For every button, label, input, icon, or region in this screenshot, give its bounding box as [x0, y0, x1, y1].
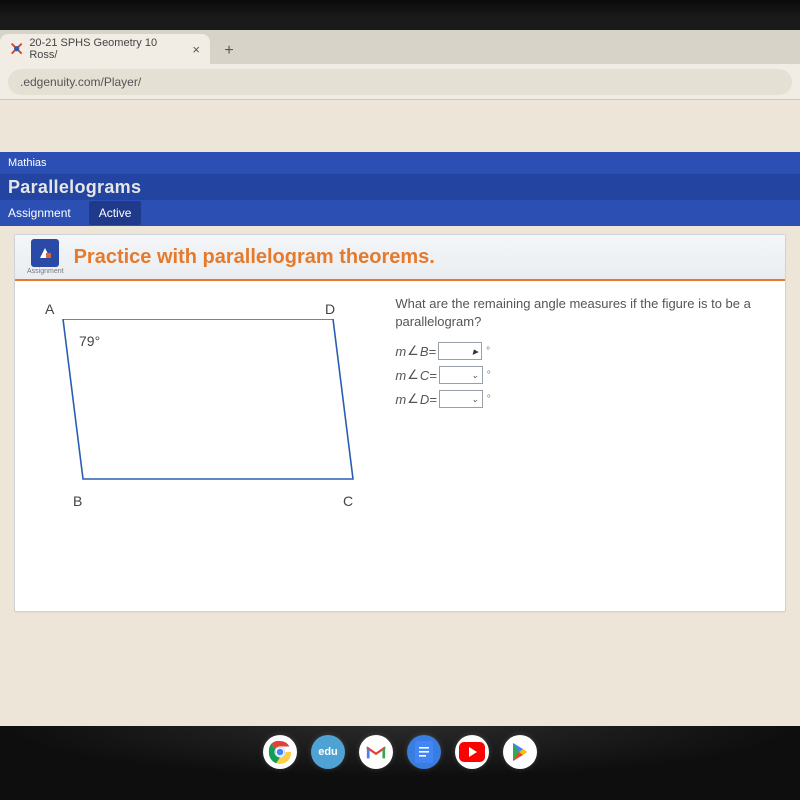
m-prefix: m — [395, 392, 406, 407]
angle-letter: B — [420, 344, 429, 359]
assignment-label: Assignment — [8, 206, 71, 220]
m-prefix: m — [395, 368, 406, 383]
angle-equation-row: m∠B = ▸ ° — [395, 342, 767, 360]
figure-panel: A D B C 79° — [33, 295, 385, 587]
angle-letter: C — [420, 368, 429, 383]
answer-input[interactable]: ▸ — [438, 342, 482, 360]
card-title: Practice with parallelogram theorems. — [74, 246, 435, 269]
chevron-down-icon: ⌄ — [471, 370, 479, 381]
degree-symbol: ° — [487, 394, 491, 405]
tab-strip: 20-21 SPHS Geometry 10 Ross/ × + — [0, 30, 800, 64]
browser-toolbar-space — [0, 100, 800, 152]
docs-icon[interactable] — [407, 735, 441, 769]
content-card: Assignment Practice with parallelogram t… — [14, 234, 786, 612]
topic-bar: Parallelograms — [0, 174, 800, 200]
address-bar: .edgenuity.com/Player/ — [0, 64, 800, 100]
tab-title: 20-21 SPHS Geometry 10 Ross/ — [29, 37, 180, 61]
url-field[interactable]: .edgenuity.com/Player/ — [8, 69, 792, 95]
vertex-label-d: D — [325, 301, 335, 317]
assignment-icon — [31, 239, 59, 267]
equals-sign: = — [428, 344, 436, 359]
url-text: .edgenuity.com/Player/ — [20, 75, 141, 89]
play-store-icon[interactable] — [503, 735, 537, 769]
cursor-icon: ▸ — [473, 345, 479, 358]
m-prefix: m — [395, 344, 406, 359]
monitor-bezel-top — [0, 0, 800, 30]
degree-symbol: ° — [486, 346, 490, 357]
youtube-icon[interactable] — [455, 735, 489, 769]
screen: 20-21 SPHS Geometry 10 Ross/ × + .edgenu… — [0, 30, 800, 726]
question-panel: What are the remaining angle measures if… — [385, 295, 767, 587]
edu-icon-label: edu — [318, 746, 338, 758]
monitor-bezel-bottom — [0, 778, 800, 800]
card-icon-wrap: Assignment — [27, 239, 64, 275]
angle-symbol-icon: ∠ — [407, 391, 419, 407]
chevron-down-icon: ⌄ — [471, 394, 479, 405]
angle-symbol-icon: ∠ — [407, 343, 419, 359]
card-icon-label: Assignment — [27, 268, 64, 275]
vertex-label-c: C — [343, 493, 353, 509]
angle-letter: D — [420, 392, 429, 407]
angle-equation-row: m∠C = ⌄ ° — [395, 366, 767, 384]
degree-symbol: ° — [487, 370, 491, 381]
card-header: Assignment Practice with parallelogram t… — [15, 235, 785, 281]
active-tab[interactable]: Active — [89, 201, 142, 225]
angle-equation-row: m∠D = ⌄ ° — [395, 390, 767, 408]
vertex-label-a: A — [45, 301, 54, 317]
equals-sign: = — [429, 392, 437, 407]
tab-favicon-icon — [10, 42, 23, 56]
taskbar: edu — [0, 726, 800, 778]
card-body: A D B C 79° What are the remaining angle… — [15, 281, 785, 611]
close-tab-icon[interactable]: × — [192, 42, 200, 57]
answer-select[interactable]: ⌄ — [439, 390, 483, 408]
equals-sign: = — [429, 368, 437, 383]
chrome-icon[interactable] — [263, 735, 297, 769]
parallelogram-shape — [45, 319, 365, 489]
question-prompt: What are the remaining angle measures if… — [395, 295, 767, 330]
answer-select[interactable]: ⌄ — [439, 366, 483, 384]
assignment-bar: Assignment Active — [0, 200, 800, 226]
topic-title: Parallelograms — [8, 177, 141, 198]
vertex-label-b: B — [73, 493, 82, 509]
browser-tab[interactable]: 20-21 SPHS Geometry 10 Ross/ × — [0, 34, 210, 64]
user-bar: Mathias — [0, 152, 800, 174]
gmail-icon[interactable] — [359, 735, 393, 769]
angle-symbol-icon: ∠ — [407, 367, 419, 383]
edu-icon[interactable]: edu — [311, 735, 345, 769]
user-name: Mathias — [8, 157, 47, 169]
new-tab-button[interactable]: + — [216, 38, 242, 64]
